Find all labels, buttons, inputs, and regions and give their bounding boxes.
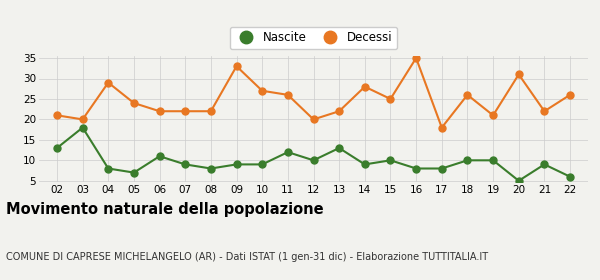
Nascite bbox=[490, 159, 497, 162]
Decessi bbox=[182, 109, 189, 113]
Decessi bbox=[387, 97, 394, 101]
Nascite bbox=[310, 159, 317, 162]
Nascite bbox=[438, 167, 445, 170]
Decessi bbox=[413, 56, 420, 60]
Nascite bbox=[464, 159, 471, 162]
Decessi bbox=[361, 85, 368, 88]
Nascite bbox=[233, 163, 240, 166]
Nascite bbox=[156, 155, 163, 158]
Nascite bbox=[387, 159, 394, 162]
Nascite bbox=[335, 146, 343, 150]
Decessi bbox=[53, 114, 61, 117]
Line: Nascite: Nascite bbox=[53, 124, 574, 184]
Nascite bbox=[566, 175, 574, 178]
Decessi bbox=[310, 118, 317, 121]
Nascite bbox=[413, 167, 420, 170]
Decessi bbox=[104, 81, 112, 84]
Decessi bbox=[438, 126, 445, 129]
Nascite bbox=[259, 163, 266, 166]
Text: COMUNE DI CAPRESE MICHELANGELO (AR) - Dati ISTAT (1 gen-31 dic) - Elaborazione T: COMUNE DI CAPRESE MICHELANGELO (AR) - Da… bbox=[6, 252, 488, 262]
Nascite bbox=[130, 171, 137, 174]
Nascite bbox=[541, 163, 548, 166]
Decessi bbox=[156, 109, 163, 113]
Nascite bbox=[207, 167, 214, 170]
Text: Movimento naturale della popolazione: Movimento naturale della popolazione bbox=[6, 202, 323, 217]
Nascite bbox=[515, 179, 523, 183]
Decessi bbox=[335, 109, 343, 113]
Nascite bbox=[182, 163, 189, 166]
Line: Decessi: Decessi bbox=[53, 55, 574, 131]
Decessi bbox=[464, 93, 471, 97]
Nascite bbox=[53, 146, 61, 150]
Decessi bbox=[259, 89, 266, 92]
Nascite bbox=[361, 163, 368, 166]
Nascite bbox=[284, 150, 292, 154]
Decessi bbox=[130, 101, 137, 105]
Decessi bbox=[79, 118, 86, 121]
Decessi bbox=[233, 65, 240, 68]
Decessi bbox=[207, 109, 214, 113]
Decessi bbox=[566, 93, 574, 97]
Decessi bbox=[541, 109, 548, 113]
Legend: Nascite, Decessi: Nascite, Decessi bbox=[230, 27, 397, 49]
Nascite bbox=[104, 167, 112, 170]
Nascite bbox=[79, 126, 86, 129]
Decessi bbox=[515, 73, 523, 76]
Decessi bbox=[284, 93, 292, 97]
Decessi bbox=[490, 114, 497, 117]
